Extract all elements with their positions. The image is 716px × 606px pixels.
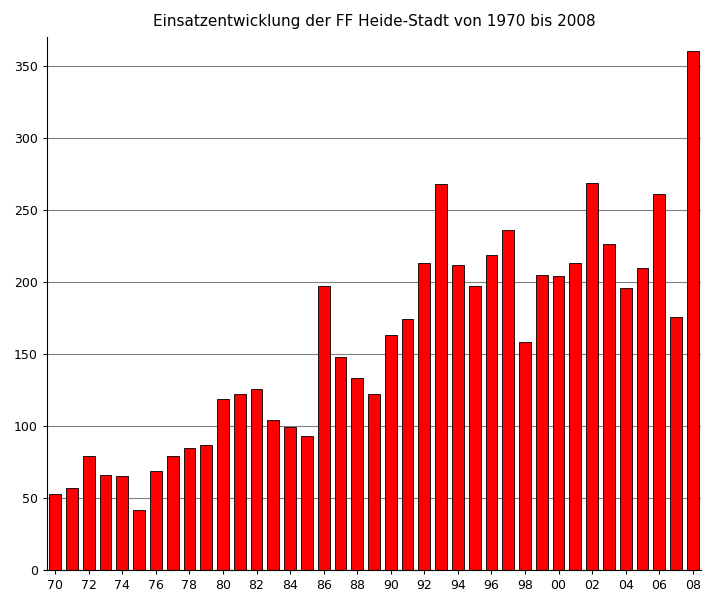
Bar <box>200 445 212 570</box>
Bar <box>418 263 430 570</box>
Bar <box>687 52 699 570</box>
Bar <box>183 448 195 570</box>
Bar <box>569 263 581 570</box>
Bar <box>167 456 178 570</box>
Bar <box>620 288 632 570</box>
Bar <box>66 488 78 570</box>
Bar <box>83 456 95 570</box>
Bar <box>586 182 598 570</box>
Bar <box>402 319 413 570</box>
Bar <box>670 316 682 570</box>
Bar <box>284 427 296 570</box>
Bar <box>318 286 329 570</box>
Bar <box>452 265 464 570</box>
Bar <box>352 379 363 570</box>
Bar <box>117 476 128 570</box>
Bar <box>654 194 665 570</box>
Bar <box>251 388 263 570</box>
Bar <box>234 395 246 570</box>
Bar <box>536 275 548 570</box>
Bar <box>553 276 564 570</box>
Bar <box>100 475 112 570</box>
Bar <box>150 471 162 570</box>
Bar <box>637 267 649 570</box>
Title: Einsatzentwicklung der FF Heide-Stadt von 1970 bis 2008: Einsatzentwicklung der FF Heide-Stadt vo… <box>153 14 595 29</box>
Bar <box>49 494 61 570</box>
Bar <box>334 357 347 570</box>
Bar <box>519 342 531 570</box>
Bar <box>268 420 279 570</box>
Bar <box>133 510 145 570</box>
Bar <box>385 335 397 570</box>
Bar <box>368 395 380 570</box>
Bar <box>603 244 615 570</box>
Bar <box>485 255 498 570</box>
Bar <box>503 230 514 570</box>
Bar <box>435 184 447 570</box>
Bar <box>217 399 229 570</box>
Bar <box>301 436 313 570</box>
Bar <box>469 286 480 570</box>
